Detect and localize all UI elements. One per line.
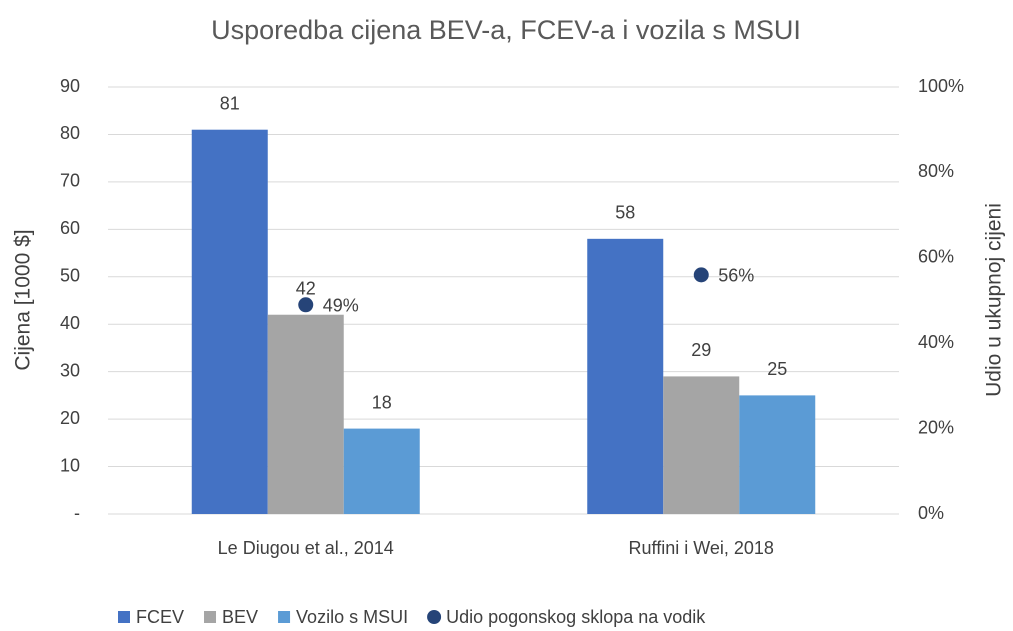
legend-label: FCEV bbox=[136, 607, 184, 627]
legend-marker bbox=[118, 611, 130, 623]
y-tick-label: - bbox=[74, 503, 80, 523]
legend-label: Vozilo s MSUI bbox=[296, 607, 408, 627]
data-label: 42 bbox=[296, 278, 316, 298]
y-tick-label: 90 bbox=[60, 76, 80, 96]
legend-label: BEV bbox=[222, 607, 258, 627]
data-label: 56% bbox=[718, 266, 754, 286]
bar bbox=[343, 428, 420, 514]
y2-tick-label: 60% bbox=[918, 247, 954, 267]
data-label: 18 bbox=[372, 392, 392, 412]
data-label: 58 bbox=[615, 203, 635, 223]
bar bbox=[587, 238, 664, 515]
bar bbox=[739, 395, 816, 514]
y-tick-label: 40 bbox=[60, 313, 80, 333]
y2-tick-label: 100% bbox=[918, 76, 964, 96]
y2-tick-label: 0% bbox=[918, 503, 944, 523]
y2-tick-label: 40% bbox=[918, 332, 954, 352]
y-tick-label: 30 bbox=[60, 360, 80, 380]
dot bbox=[693, 267, 709, 283]
y-axis-title: Cijena [1000 $] bbox=[12, 229, 35, 370]
data-label: 49% bbox=[323, 296, 359, 316]
y-tick-label: 80 bbox=[60, 123, 80, 143]
bar bbox=[663, 376, 740, 514]
data-label: 25 bbox=[767, 359, 787, 379]
y-tick-label: 50 bbox=[60, 266, 80, 286]
legend-marker bbox=[278, 611, 291, 623]
y2-axis-title: Udio u ukupnoj cijeni bbox=[983, 203, 1006, 397]
x-tick-label: Ruffini i Wei, 2018 bbox=[629, 538, 774, 558]
x-tick-label: Le Diugou et al., 2014 bbox=[218, 538, 394, 558]
data-label: 81 bbox=[220, 93, 240, 113]
y2-tick-label: 80% bbox=[918, 161, 954, 181]
y-tick-label: 20 bbox=[60, 408, 80, 428]
legend-marker bbox=[427, 610, 442, 624]
data-label: 29 bbox=[691, 340, 711, 360]
legend-label: Udio pogonskog sklopa na vodik bbox=[446, 607, 706, 627]
chart-title: Usporedba cijena BEV-a, FCEV-a i vozila … bbox=[211, 15, 801, 45]
y-tick-label: 70 bbox=[60, 171, 80, 191]
dot bbox=[298, 297, 314, 313]
y-tick-label: 10 bbox=[60, 455, 80, 475]
y2-tick-label: 20% bbox=[918, 417, 954, 437]
bar bbox=[267, 314, 344, 514]
y-tick-label: 60 bbox=[60, 218, 80, 238]
legend-marker bbox=[204, 611, 217, 623]
bar bbox=[191, 129, 268, 514]
